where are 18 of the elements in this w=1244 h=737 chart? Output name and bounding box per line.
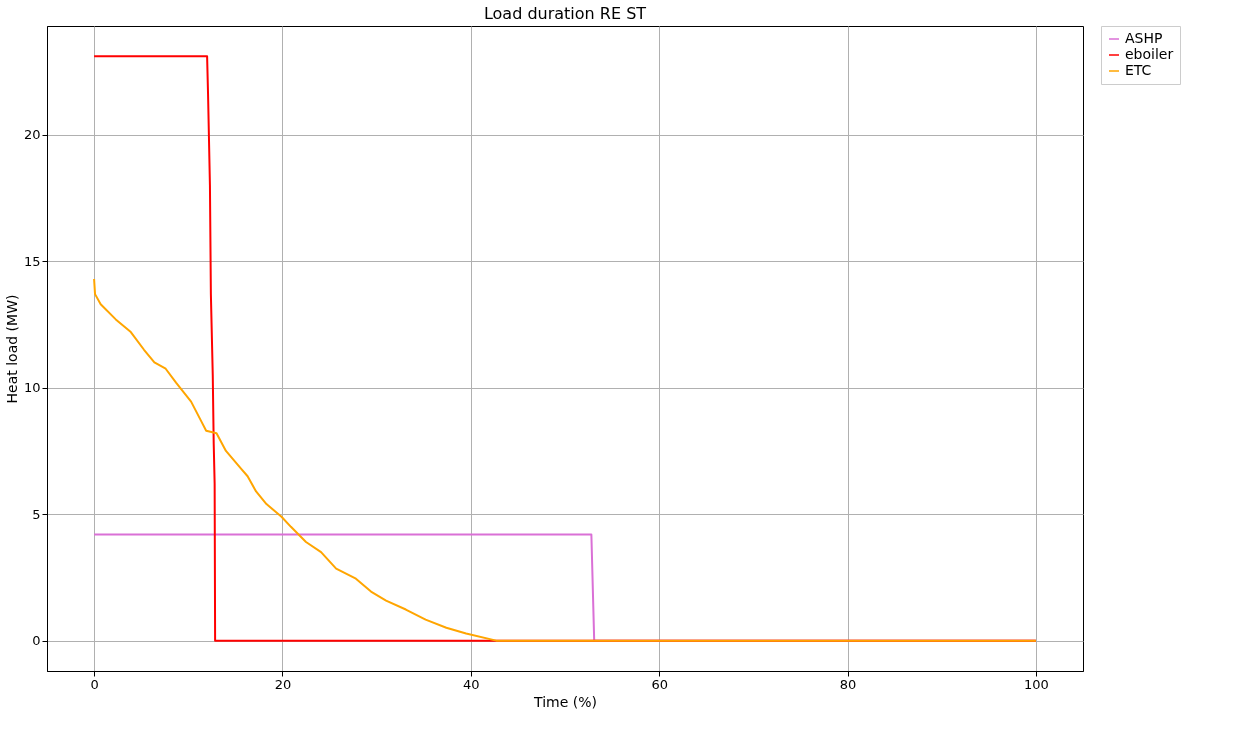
- x-tick-label: 20: [274, 676, 292, 692]
- x-tick-label: 0: [90, 676, 99, 692]
- x-tick-label: 80: [839, 676, 857, 692]
- line-series: [93, 277, 1037, 642]
- x-tick-label: 40: [463, 676, 480, 692]
- x-tick-label: 60: [651, 676, 668, 692]
- y-tick-label: 5: [32, 506, 41, 522]
- legend-label: ASHP: [1125, 30, 1163, 46]
- legend-label: eboiler: [1125, 46, 1174, 62]
- legend-label: ETC: [1125, 62, 1152, 78]
- y-tick-label: 20: [23, 127, 41, 143]
- chart-title: Load duration RE ST: [483, 3, 647, 23]
- x-tick-label: 100: [1024, 676, 1049, 692]
- y-tick-label: 15: [23, 253, 41, 269]
- y-tick-label: 0: [32, 633, 41, 649]
- y-axis-title: Heat load (MW): [3, 294, 20, 404]
- y-tick-label: 10: [23, 380, 41, 396]
- x-axis-title: Time (%): [533, 693, 597, 710]
